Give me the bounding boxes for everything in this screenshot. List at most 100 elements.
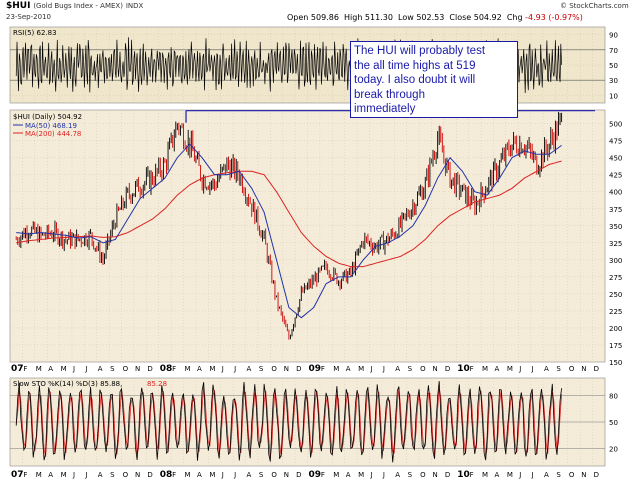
x-tick-label: M (482, 365, 488, 373)
x-tick-label: M (507, 471, 513, 479)
ma50-line (16, 143, 562, 319)
x-tick-label: A (98, 365, 103, 373)
x-tick-label: 08 (160, 364, 173, 374)
y-tick-label: 400 (609, 189, 622, 197)
chart-date: 23-Sep-2010 (6, 13, 51, 21)
x-tick-label: A (494, 365, 499, 373)
x-tick-label: 09 (309, 470, 322, 480)
x-tick-label: M (61, 471, 67, 479)
y-tick-label: 325 (609, 240, 622, 248)
x-tick-label: J (221, 365, 224, 373)
y-tick-label: 425 (609, 172, 622, 180)
x-tick-label: N (284, 471, 289, 479)
quote-line: Open 509.86 High 511.30 Low 502.53 Close… (287, 13, 583, 22)
rsi-y-tick-label: 30 (609, 77, 618, 85)
x-tick-label: J (518, 365, 521, 373)
x-tick-label: A (544, 471, 549, 479)
x-tick-label: F (470, 471, 474, 479)
x-tick-label: M (36, 365, 42, 373)
y-tick-label: 375 (609, 206, 622, 214)
x-tick-label: 10 (457, 364, 470, 374)
y-tick-label: 350 (609, 223, 622, 231)
x-tick-label: A (346, 365, 351, 373)
rsi-y-tick-label: 90 (609, 32, 618, 40)
x-tick-label: S (556, 471, 561, 479)
x-tick-label: A (197, 471, 202, 479)
ma200-legend-label: MA(200) 444.78 (25, 130, 81, 138)
x-tick-label: O (569, 471, 575, 479)
x-tick-label: J (531, 365, 534, 373)
sto-k-legend-label: Slow STO %K(14) %D(3) 85.88, (13, 380, 122, 388)
x-tick-label: S (259, 471, 264, 479)
x-tick-label: N (432, 471, 437, 479)
x-tick-label: M (209, 365, 215, 373)
x-tick-label: J (382, 365, 385, 373)
x-tick-label: M (36, 471, 42, 479)
x-tick-label: F (172, 471, 176, 479)
x-tick-label: S (556, 365, 561, 373)
x-tick-label: F (321, 471, 325, 479)
x-tick-label: A (247, 471, 252, 479)
x-tick-label: J (233, 365, 236, 373)
y-tick-label: 475 (609, 138, 622, 146)
sto-d-legend-label: 85.28 (147, 380, 167, 388)
x-tick-label: J (233, 471, 236, 479)
close-value: Close 504.92 (449, 13, 502, 22)
x-tick-label: F (321, 365, 325, 373)
x-tick-label: D (594, 365, 599, 373)
ma200-line (16, 160, 562, 268)
x-tick-label: S (408, 471, 413, 479)
sto-y-tick-label: 50 (609, 419, 618, 427)
ma50-legend-label: MA(50) 468.19 (25, 122, 77, 130)
x-tick-label: N (135, 471, 140, 479)
x-tick-label: 10 (457, 470, 470, 480)
y-tick-label: 200 (609, 325, 622, 333)
x-tick-label: M (507, 365, 513, 373)
x-tick-label: J (531, 471, 534, 479)
x-tick-label: F (23, 365, 27, 373)
x-tick-label: M (333, 365, 339, 373)
annotation-line-5: immediately (354, 103, 416, 115)
x-tick-label: J (382, 471, 385, 479)
x-tick-label: J (72, 365, 75, 373)
x-tick-label: O (420, 471, 426, 479)
x-tick-label: O (569, 365, 575, 373)
x-tick-label: J (84, 365, 87, 373)
x-tick-label: D (594, 471, 599, 479)
x-tick-label: S (110, 471, 115, 479)
x-tick-label: D (147, 471, 152, 479)
rsi-y-tick-label: 70 (609, 47, 618, 55)
x-tick-label: 09 (309, 364, 322, 374)
x-tick-label: M (482, 471, 488, 479)
x-tick-label: 07 (11, 470, 24, 480)
x-tick-label: M (358, 471, 364, 479)
x-tick-label: A (544, 365, 549, 373)
sto-y-tick-label: 80 (609, 393, 618, 401)
x-tick-label: D (147, 365, 152, 373)
x-tick-label: 07 (11, 364, 24, 374)
symbol: $HUI (6, 1, 31, 11)
x-tick-label: 08 (160, 470, 173, 480)
y-tick-label: 175 (609, 342, 622, 350)
annotation-line-2: the all time highs at 519 (354, 59, 476, 72)
x-tick-label: M (185, 365, 191, 373)
x-tick-label: J (221, 471, 224, 479)
x-tick-label: N (284, 365, 289, 373)
x-tick-label: S (259, 365, 264, 373)
y-tick-label: 150 (609, 359, 622, 367)
y-tick-label: 225 (609, 308, 622, 316)
annotation-box: The HUI will probably test the all time … (350, 41, 518, 118)
x-tick-label: N (432, 365, 437, 373)
x-tick-label: S (408, 365, 413, 373)
chg-label: Chg (506, 13, 523, 22)
x-tick-label: A (98, 471, 103, 479)
x-tick-label: A (494, 471, 499, 479)
x-tick-label: A (395, 471, 400, 479)
annotation-line-1: The HUI will probably test (354, 45, 486, 57)
x-tick-label: J (84, 471, 87, 479)
rsi-y-tick-label: 10 (609, 92, 618, 100)
x-tick-label: O (420, 365, 426, 373)
y-tick-label: 300 (609, 257, 622, 265)
x-tick-label: M (358, 365, 364, 373)
